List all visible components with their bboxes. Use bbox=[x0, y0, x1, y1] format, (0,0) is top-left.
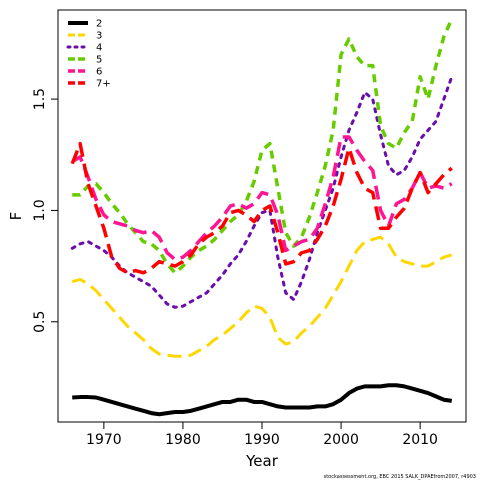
series-line-2 bbox=[72, 383, 453, 417]
y-axis-label: F bbox=[7, 212, 25, 221]
x-tick-label: 2000 bbox=[323, 432, 359, 448]
series-line-4 bbox=[70, 75, 454, 309]
plot-frame bbox=[57, 9, 467, 423]
x-tick-label: 2010 bbox=[402, 432, 438, 448]
series-layer bbox=[70, 18, 454, 417]
x-tick-label: 1980 bbox=[165, 432, 201, 448]
legend-label-6: 6 bbox=[96, 67, 102, 78]
series-line-3 bbox=[71, 235, 453, 358]
x-tick-label: 1970 bbox=[86, 432, 122, 448]
y-tick-label: 1.5 bbox=[32, 88, 48, 110]
footer-text: stockassessment.org, EBC 2015 SALK_DPAEf… bbox=[324, 474, 476, 480]
series-line-5 bbox=[72, 18, 454, 275]
x-tick-label: 1990 bbox=[244, 432, 280, 448]
y-tick-label: 1.0 bbox=[32, 199, 48, 221]
y-tick-label: 0.5 bbox=[32, 311, 48, 333]
legend-label-5: 5 bbox=[96, 55, 102, 66]
legend-label-3: 3 bbox=[96, 31, 102, 42]
x-axis-label: Year bbox=[245, 452, 279, 470]
legend-label-4: 4 bbox=[96, 43, 102, 54]
x-axis: 1970 1980 1990 2000 2010 bbox=[86, 421, 438, 448]
legend-label-2: 2 bbox=[96, 19, 102, 30]
series-line-7plus bbox=[70, 141, 453, 275]
legend-label-7plus: 7+ bbox=[96, 79, 111, 90]
y-axis: 0.5 1.0 1.5 bbox=[32, 88, 59, 333]
